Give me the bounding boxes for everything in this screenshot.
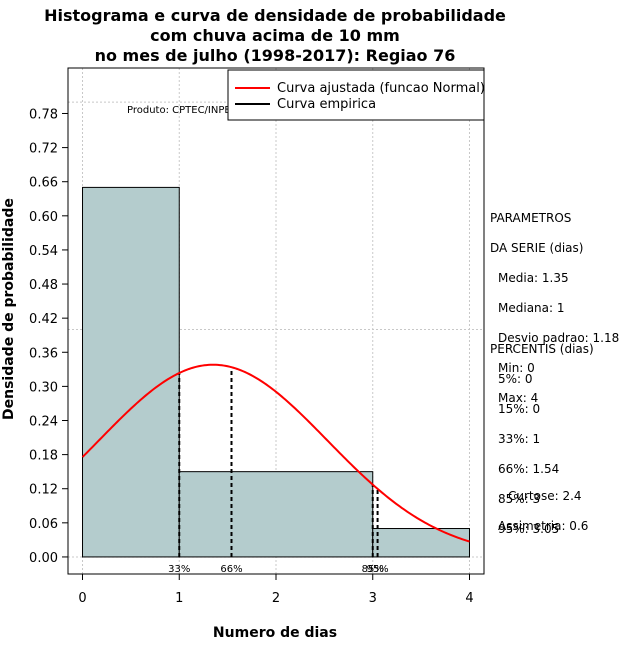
x-axis-label: Numero de dias — [212, 625, 338, 641]
percentis-block: PERCENTIS (dias) 5%: 0 15%: 0 33%: 1 66%… — [490, 327, 594, 552]
chart-title-line-1: Histograma e curva de densidade de proba… — [44, 6, 506, 25]
percentil-33: 33%: 1 — [498, 432, 541, 446]
percentil-85: 85%: 3 — [498, 492, 541, 506]
param-min: Min: 0 — [498, 361, 535, 375]
percentile-labels: 33% 66% 85%95% — [168, 564, 389, 575]
y-tick-label-2: 0.12 — [29, 483, 58, 498]
y-tick-label-7: 0.42 — [29, 312, 58, 327]
y-axis: 0.00 0.06 0.12 0.18 0.24 0.30 0.36 0.42 0.48 0.54… — [29, 107, 68, 566]
y-tick-label-1: 0.06 — [29, 517, 58, 532]
percentile-label-2: 85% — [362, 564, 384, 575]
percentile-lines — [178, 367, 379, 557]
histogram-bar-0 — [82, 186, 180, 558]
y-tick-label-6: 0.36 — [29, 346, 58, 361]
y-tick-label-12: 0.72 — [29, 142, 58, 157]
chart-title-line-2: com chuva acima de 10 mm — [150, 26, 400, 45]
percentil-5: 5%: 0 — [498, 372, 533, 386]
percentile-label-1: 66% — [220, 564, 242, 575]
percentis-header: PERCENTIS (dias) — [490, 342, 594, 356]
percentil-95: 95%: 3.05 — [498, 522, 560, 536]
x-tick-label-0: 0 — [78, 591, 86, 606]
param-media: Media: 1.35 — [498, 271, 569, 285]
percentil-66: 66%: 1.54 — [498, 462, 560, 476]
param-max: Max: 4 — [498, 391, 539, 405]
x-axis: 0 1 2 3 4 — [78, 574, 474, 606]
x-tick-label-3: 3 — [369, 591, 377, 606]
percentile-label-0: 33% — [168, 564, 190, 575]
params-header-1: PARAMETROS — [490, 211, 572, 225]
y-tick-label-4: 0.24 — [29, 414, 58, 429]
y-tick-label-11: 0.66 — [29, 176, 58, 191]
produto-label: Produto: CPTEC/INPE — [127, 105, 231, 116]
histogram-bars — [82, 186, 470, 558]
x-tick-label-2: 2 — [272, 591, 280, 606]
param-mediana: Mediana: 1 — [498, 301, 565, 315]
shape-block: Curtose: 2.4 Assimetria: 0.6 — [490, 474, 588, 549]
histogram-bar-1 — [178, 471, 374, 558]
normal-fit-curve — [81, 363, 470, 543]
params-header-2: DA SERIE (dias) — [490, 241, 584, 255]
percentile-label-3: 95% — [366, 564, 388, 575]
params-block: PARAMETROS DA SERIE (dias) Media: 1.35 M… — [490, 196, 619, 421]
y-tick-label-3: 0.18 — [29, 449, 58, 464]
y-tick-label-5: 0.30 — [29, 380, 58, 395]
legend: Curva ajustada (funcao Normal) Curva emp… — [227, 69, 485, 121]
y-tick-label-9: 0.54 — [29, 244, 58, 259]
y-tick-label-10: 0.60 — [29, 210, 58, 225]
y-tick-label-0: 0.00 — [29, 551, 58, 566]
chart-title-line-3: no mes de julho (1998-2017): Regiao 76 — [94, 46, 456, 65]
y-tick-label-13: 0.78 — [29, 107, 58, 122]
y-tick-label-8: 0.48 — [29, 278, 58, 293]
param-desvio: Desvio padrao: 1.18 — [498, 331, 620, 345]
x-tick-label-1: 1 — [175, 591, 183, 606]
legend-empirical-label: Curva empirica — [277, 97, 376, 112]
y-axis-label: Densidade de probabilidade — [1, 198, 17, 420]
x-tick-label-4: 4 — [465, 591, 473, 606]
percentil-15: 15%: 0 — [498, 402, 541, 416]
curtose-value: Curtose: 2.4 — [508, 489, 582, 503]
legend-box — [227, 69, 485, 121]
histogram-bar-2 — [372, 528, 470, 558]
legend-fitted-label: Curva ajustada (funcao Normal) — [277, 81, 485, 96]
assimetria-value: Assimetria: 0.6 — [498, 519, 589, 533]
